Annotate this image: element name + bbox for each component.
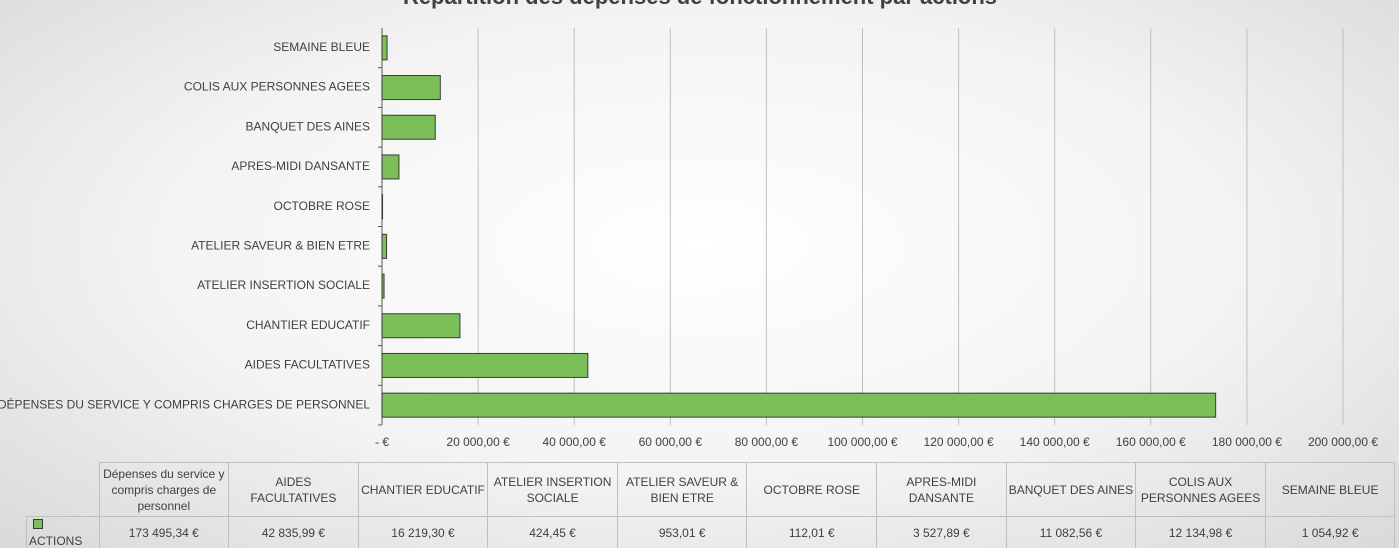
bar <box>381 352 589 378</box>
y-tick-label: APRES-MIDI DANSANTE <box>231 159 370 173</box>
x-tick-label: 20 000,00 € <box>446 435 510 449</box>
table-value: 12 134,98 € <box>1135 516 1266 548</box>
x-tick-label: 200 000,00 € <box>1308 435 1378 449</box>
table-value: 424,45 € <box>487 516 618 548</box>
header-row: Dépenses du service y compris charges de… <box>27 462 1396 517</box>
bar <box>381 75 441 101</box>
y-tick-label: BANQUET DES AINES <box>246 119 370 133</box>
table-value: 3 527,89 € <box>876 516 1007 548</box>
table-header: ATELIER SAVEUR & BIEN ETRE <box>616 462 748 517</box>
table-value: 11 082,56 € <box>1005 516 1137 548</box>
table-header: SEMAINE BLEUE <box>1264 462 1396 517</box>
table-value: 953,01 € <box>616 516 748 548</box>
table-header: BANQUET DES AINES <box>1005 462 1137 517</box>
table-header: ATELIER INSERTION SOCIALE <box>487 462 618 517</box>
bar <box>381 194 384 220</box>
table-header: AIDES FACULTATIVES <box>228 462 359 517</box>
y-tick-label: ATELIER SAVEUR & BIEN ETRE <box>191 239 370 253</box>
table-header: OCTOBRE ROSE <box>746 462 878 517</box>
y-tick-label: ATELIER INSERTION SOCIALE <box>197 278 370 292</box>
corner <box>27 463 100 517</box>
x-tick-label: 80 000,00 € <box>735 435 799 449</box>
bar <box>381 313 461 339</box>
bar <box>381 233 388 259</box>
table-header: CHANTIER EDUCATIF <box>357 462 489 517</box>
bar <box>381 273 385 299</box>
x-tick-label: 160 000,00 € <box>1116 435 1186 449</box>
y-tick-label: SEMAINE BLEUE <box>273 40 370 54</box>
x-tick-label: 100 000,00 € <box>827 435 897 449</box>
bar <box>381 35 388 61</box>
y-tick-label: AIDES FACULTATIVES <box>245 358 370 372</box>
legend-swatch <box>33 519 43 529</box>
table-header: COLIS AUX PERSONNES AGEES <box>1135 462 1266 517</box>
y-tick-label: COLIS AUX PERSONNES AGEES <box>184 80 370 94</box>
table-header: Dépenses du service y compris charges de… <box>98 462 230 517</box>
bar <box>381 114 436 140</box>
legend-label: ACTIONS <box>29 534 83 548</box>
table-header: APRES-MIDI DANSANTE <box>876 462 1007 517</box>
bar <box>381 392 1217 418</box>
legend-cell: ACTIONS <box>26 516 100 548</box>
table-value: 16 219,30 € <box>357 516 489 548</box>
table-value: 173 495,34 € <box>98 516 230 548</box>
x-tick-label: - € <box>375 435 389 449</box>
y-tick-label: DÉPENSES DU SERVICE Y COMPRIS CHARGES DE… <box>0 396 370 411</box>
data-table: Dépenses du service y compris charges de… <box>26 462 1396 548</box>
table-value: 42 835,99 € <box>228 516 359 548</box>
x-tick-label: 180 000,00 € <box>1212 435 1282 449</box>
y-tick-label: CHANTIER EDUCATIF <box>246 318 370 332</box>
bar <box>381 154 400 180</box>
table-value: 1 054,92 € <box>1264 516 1396 548</box>
x-tick-label: 120 000,00 € <box>924 435 994 449</box>
chart-title: Répartition des dépenses de fonctionneme… <box>403 0 997 9</box>
x-tick-label: 40 000,00 € <box>542 435 606 449</box>
x-tick-label: 60 000,00 € <box>639 435 703 449</box>
table-value: 112,01 € <box>746 516 878 548</box>
value-row: ACTIONS 173 495,34 €42 835,99 €16 219,30 … <box>26 516 1396 548</box>
x-tick-label: 140 000,00 € <box>1020 435 1090 449</box>
y-tick-label: OCTOBRE ROSE <box>274 199 370 213</box>
